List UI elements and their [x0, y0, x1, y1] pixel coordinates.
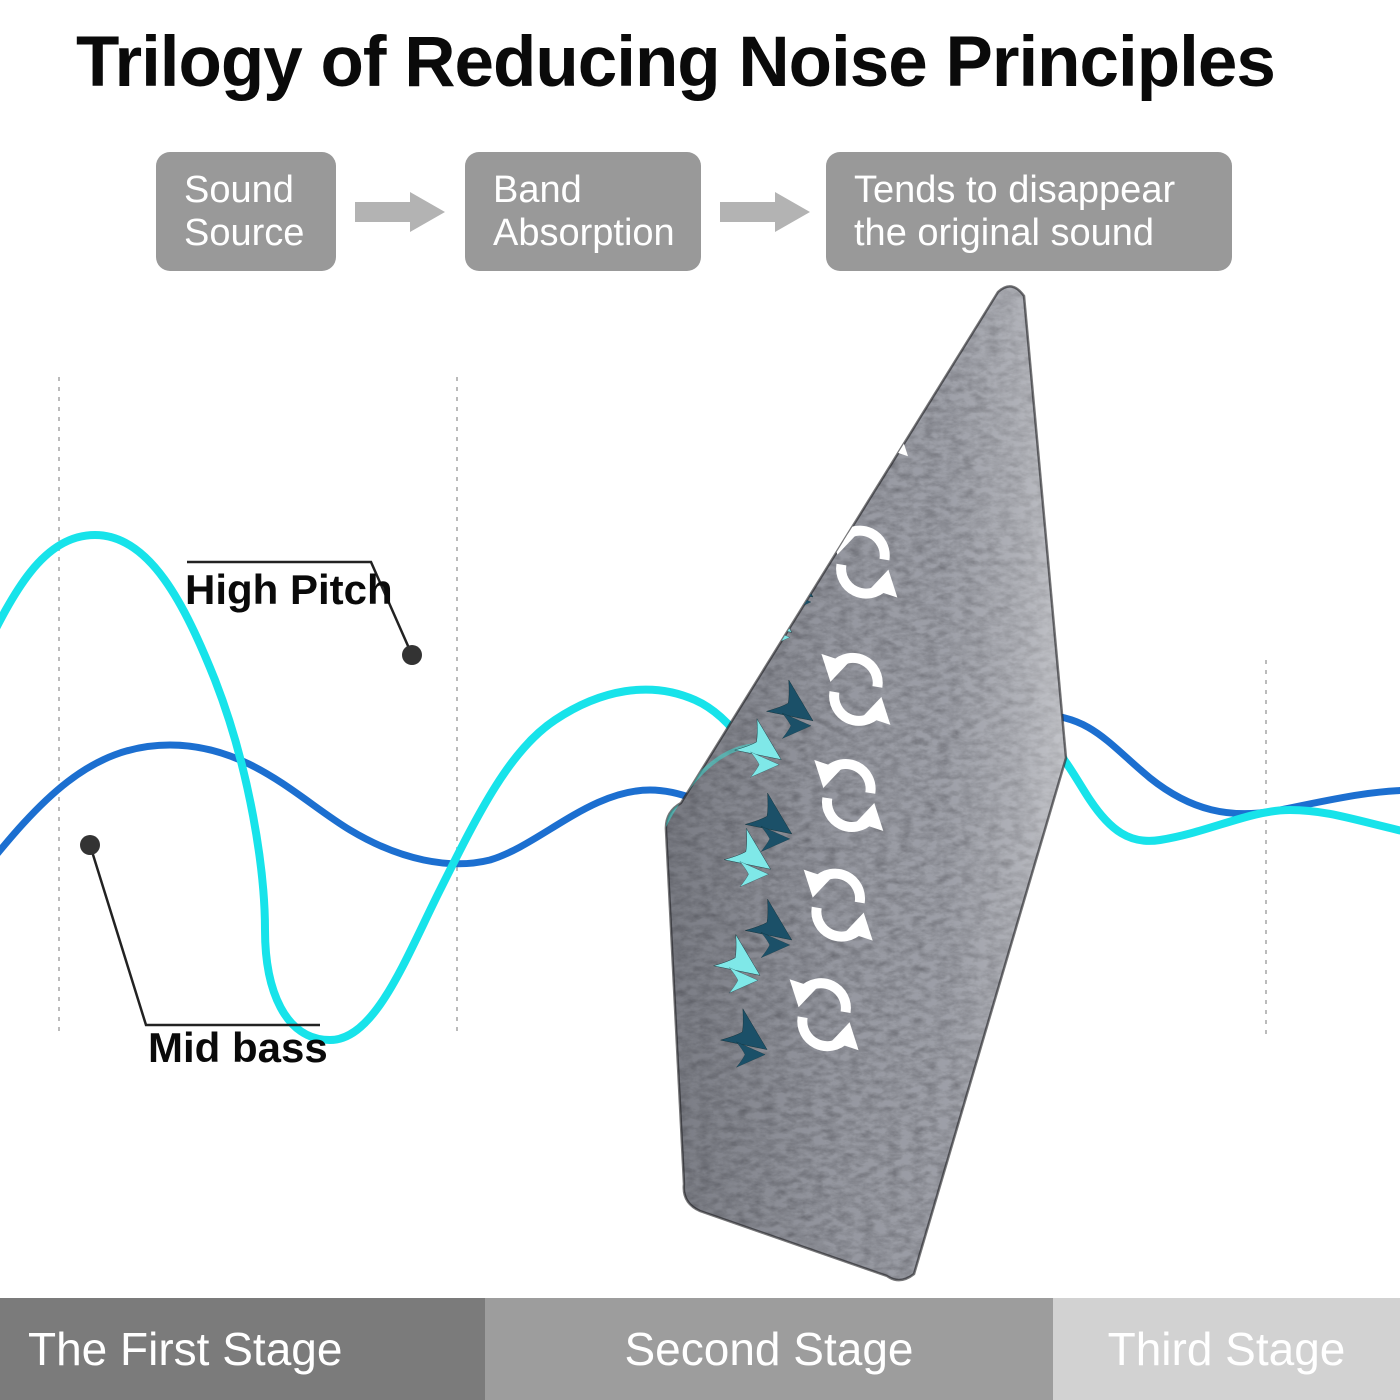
svg-text:High Pitch: High Pitch [185, 566, 393, 613]
svg-text:Mid bass: Mid bass [148, 1024, 328, 1071]
